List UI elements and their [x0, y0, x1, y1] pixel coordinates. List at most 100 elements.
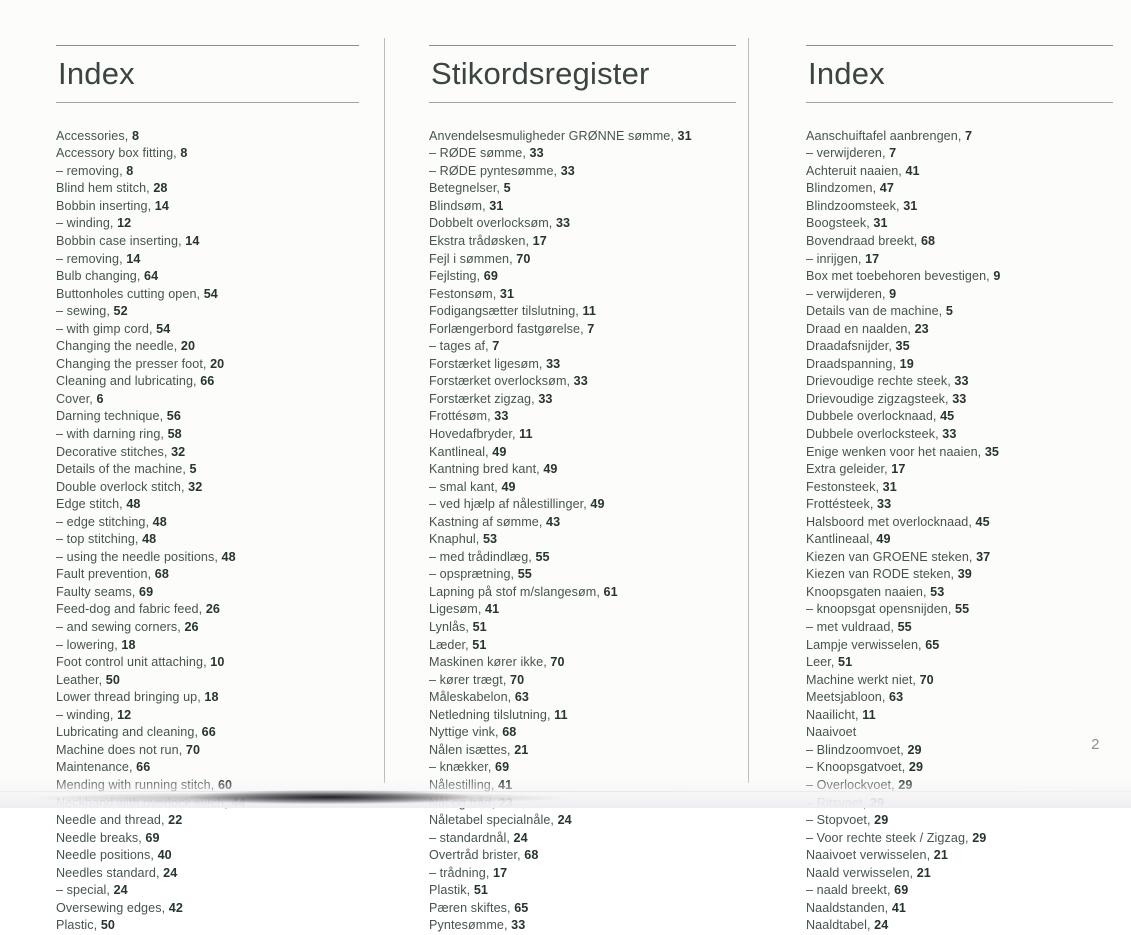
index-entry: Dobbelt overlocksøm, 33: [429, 215, 736, 233]
index-entry-page: 55: [535, 549, 550, 564]
index-entry-label: Fejlsting,: [429, 269, 484, 284]
index-entry-page: 17: [891, 462, 906, 477]
index-entry-label: Lampje verwisselen,: [806, 637, 926, 652]
index-entry-page: 65: [925, 637, 940, 652]
index-entry-page: 33: [538, 391, 553, 406]
index-entry-page: 68: [524, 848, 539, 863]
index-entry-label: Bobbin case inserting,: [56, 234, 186, 248]
index-entry: – winding, 12: [56, 707, 359, 725]
index-entry: Knaphul, 53: [429, 531, 736, 549]
column-rule-top: [806, 45, 1113, 46]
index-entry-label: Fodigangsætter tilslutning,: [429, 304, 583, 319]
index-entry: Lower thread bringing up, 18: [56, 689, 359, 707]
index-entry-page: 54: [156, 321, 171, 336]
index-entry: Drievoudige rechte steek, 33: [806, 373, 1113, 391]
index-entry-page: 29: [972, 830, 987, 845]
index-entry-page: 31: [903, 198, 918, 213]
index-entry-page: 68: [154, 567, 169, 582]
index-entry: Naaldstanden, 41: [806, 900, 1113, 918]
index-entry: Pyntesømme, 33: [429, 917, 736, 935]
index-entry-page: 33: [942, 427, 957, 442]
index-entry-page: 56: [166, 409, 181, 424]
index-entry-label: – Overlockvoet,: [806, 777, 899, 792]
index-entry: Maintenance, 66: [56, 759, 359, 777]
index-entry-page: 35: [984, 444, 1000, 459]
index-entry-page: 53: [930, 584, 945, 599]
index-entry: Nåletabel specialnåle, 24: [429, 812, 736, 830]
index-entry-label: – with darning ring,: [56, 427, 168, 442]
index-entry: Naailicht, 11: [806, 707, 1113, 725]
index-entry-page: 21: [916, 865, 931, 880]
index-entry-label: Bovendraad breekt,: [806, 234, 921, 248]
index-entry-page: 31: [882, 479, 897, 494]
index-entry: – Voor rechte steek / Zigzag, 29: [806, 830, 1113, 848]
index-entry: – lowering, 18: [56, 637, 359, 655]
index-entry-page: 69: [483, 269, 498, 284]
index-entry-label: – kører trægt,: [429, 672, 510, 687]
index-entry-label: Kantning bred kant,: [429, 462, 544, 477]
index-entry-page: 18: [121, 637, 136, 652]
index-entry-label: Leer,: [806, 655, 838, 670]
index-entry-page: 47: [879, 181, 894, 196]
index-entry: – smal kant, 49: [429, 479, 736, 497]
index-entry: Buttonholes cutting open, 54: [56, 286, 359, 304]
index-entry: – Blindzoomvoet, 29: [806, 742, 1113, 760]
index-entry-page: 10: [210, 655, 225, 670]
index-entry: Kantlineal, 49: [429, 444, 736, 462]
index-entry-label: Decorative stitches,: [56, 444, 172, 459]
index-column-english: Index Accessories, 8 Accessory box fittin…: [0, 0, 377, 932]
index-entry-label: – Stopvoet,: [806, 813, 875, 828]
index-entry: – sewing, 52: [56, 303, 359, 321]
index-entry-label: Feed-dog and fabric feed,: [56, 602, 206, 617]
index-entry-page: 70: [919, 672, 934, 687]
index-entry: Changing the presser foot, 20: [56, 356, 359, 374]
index-entry-page: 18: [204, 690, 219, 705]
index-entry: Dubbele overlocksteek, 33: [806, 426, 1113, 444]
index-entry-page: 49: [492, 444, 507, 459]
index-entry: Pæren skiftes, 65: [429, 900, 736, 918]
index-entry-label: – removing,: [56, 163, 127, 178]
index-entry: Dubbele overlocknaad, 45: [806, 408, 1113, 426]
column-divider-1: [384, 38, 385, 783]
index-entry-label: Plastic,: [56, 918, 101, 933]
index-entry-label: Foot control unit attaching,: [56, 655, 211, 670]
index-entry: Ekstra trådøsken, 17: [429, 233, 736, 251]
index-entry-page: 33: [494, 409, 509, 424]
index-entry-page: 66: [200, 374, 215, 389]
index-entry: – inrijgen, 17: [806, 251, 1113, 269]
index-entry-label: Maintenance,: [56, 760, 137, 775]
index-entry: Forstærket overlocksøm, 33: [429, 373, 736, 391]
index-entry-label: Nålestilling,: [429, 777, 499, 792]
index-entry-page: 37: [976, 549, 991, 564]
index-entry-label: – RØDE pyntesømme,: [429, 163, 561, 178]
index-entry-label: Festonsteek,: [806, 479, 883, 494]
index-entry-page: 31: [499, 286, 515, 301]
index-entry-label: Machine werkt niet,: [806, 672, 920, 687]
index-entry: – met vuldraad, 55: [806, 619, 1113, 637]
index-entry-label: Accessories,: [56, 128, 132, 143]
index-entry-label: Nål og tråd,: [429, 795, 499, 810]
index-entry-page: 48: [152, 514, 167, 529]
index-entry-page: 17: [865, 251, 880, 266]
index-entry-label: Nyttige vink,: [429, 725, 503, 740]
index-entry-page: 70: [550, 655, 565, 670]
index-entry-page: 20: [210, 356, 225, 371]
index-entry-label: Needle breaks,: [56, 830, 146, 845]
index-entry-label: – RØDE sømme,: [429, 146, 530, 161]
index-entry-label: Blindzomen,: [806, 181, 880, 196]
index-entry-label: Lapning på stof m/slangesøm,: [429, 584, 604, 599]
index-entry: Needle breaks, 69: [56, 830, 359, 848]
index-entry-label: Plastik,: [429, 883, 474, 898]
index-entry: – Ritsvoet, 29: [806, 795, 1113, 813]
index-entry: Naaldtabel, 24: [806, 917, 1113, 935]
column-rule-bottom: [56, 101, 359, 103]
index-entry-label: Læder,: [429, 637, 473, 652]
index-entry: – standardnål, 24: [429, 830, 736, 848]
index-entry: – kører trægt, 70: [429, 672, 736, 690]
index-column-dutch: Index Aanschuiftafel aanbrengen, 7– verw…: [754, 0, 1131, 932]
index-entry-page: 26: [184, 620, 199, 635]
index-entry-label: Naaivoet verwisselen,: [806, 848, 934, 863]
index-entry: – trådning, 17: [429, 865, 736, 883]
index-entry-page: 31: [873, 216, 888, 231]
